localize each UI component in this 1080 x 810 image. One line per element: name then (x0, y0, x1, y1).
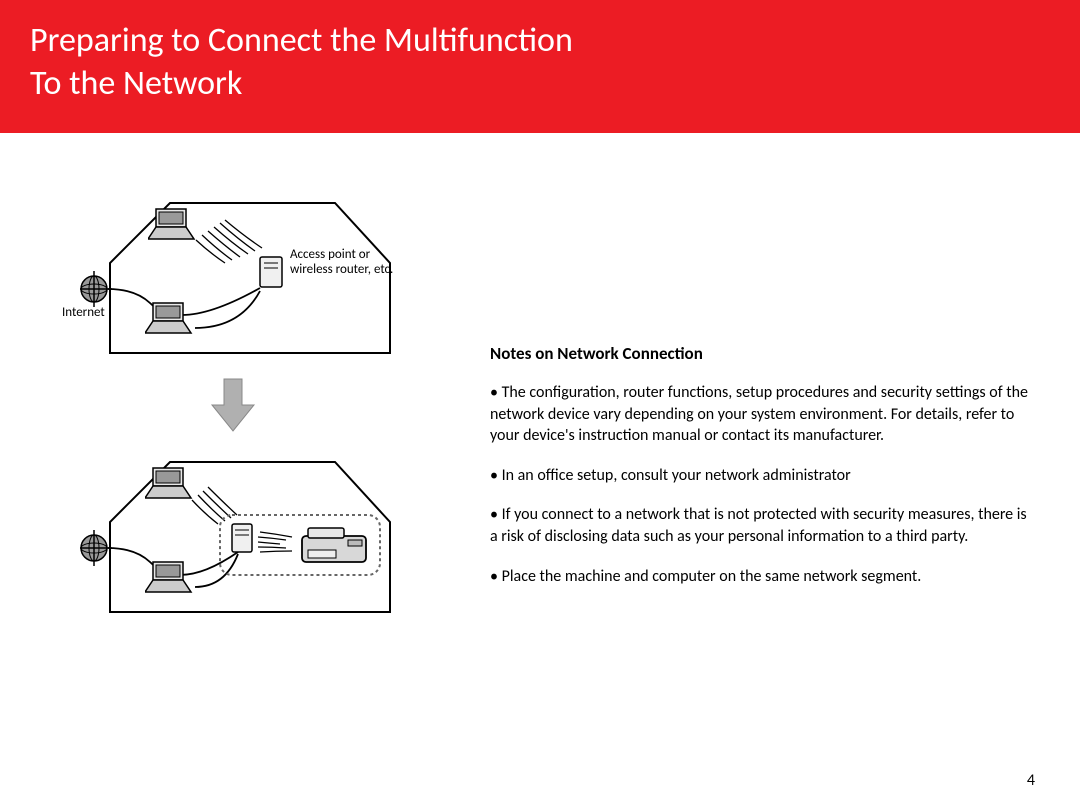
diagram-before: Internet Access point or wireless router… (80, 193, 410, 363)
note-bullet-1: • The configuration, router functions, s… (490, 382, 1030, 447)
router-icon-2 (230, 522, 254, 556)
note-bullet-4: • Place the machine and computer on the … (490, 566, 1030, 588)
laptop-bottom-icon-2 (145, 560, 195, 598)
title-line-1: Preparing to Connect the Multifunction (30, 20, 573, 61)
internet-label: Internet (62, 305, 105, 320)
diagram-column: Internet Access point or wireless router… (40, 193, 450, 622)
note-bullet-3: • If you connect to a network that is no… (490, 504, 1030, 547)
house-outline-top (80, 193, 410, 363)
notes-heading: Notes on Network Connection (490, 343, 1030, 364)
laptop-top-icon-2 (145, 466, 195, 504)
router-icon (258, 255, 284, 291)
page-title: Preparing to Connect the Multifunction T… (30, 20, 1050, 105)
notes-column: Notes on Network Connection • The config… (450, 193, 1050, 622)
diagram-after (80, 452, 410, 622)
printer-icon (298, 524, 370, 568)
page-number: 4 (1027, 771, 1035, 790)
laptop-bottom-icon (145, 301, 195, 339)
content-area: Internet Access point or wireless router… (0, 133, 1080, 622)
arrow-down-icon (210, 377, 256, 433)
header-banner: Preparing to Connect the Multifunction T… (0, 0, 1080, 133)
title-line-2: To the Network (30, 63, 242, 104)
note-bullet-2: • In an office setup, consult your netwo… (490, 465, 1030, 487)
laptop-top-icon (148, 207, 198, 245)
access-point-label: Access point or wireless router, etc. (290, 248, 393, 278)
